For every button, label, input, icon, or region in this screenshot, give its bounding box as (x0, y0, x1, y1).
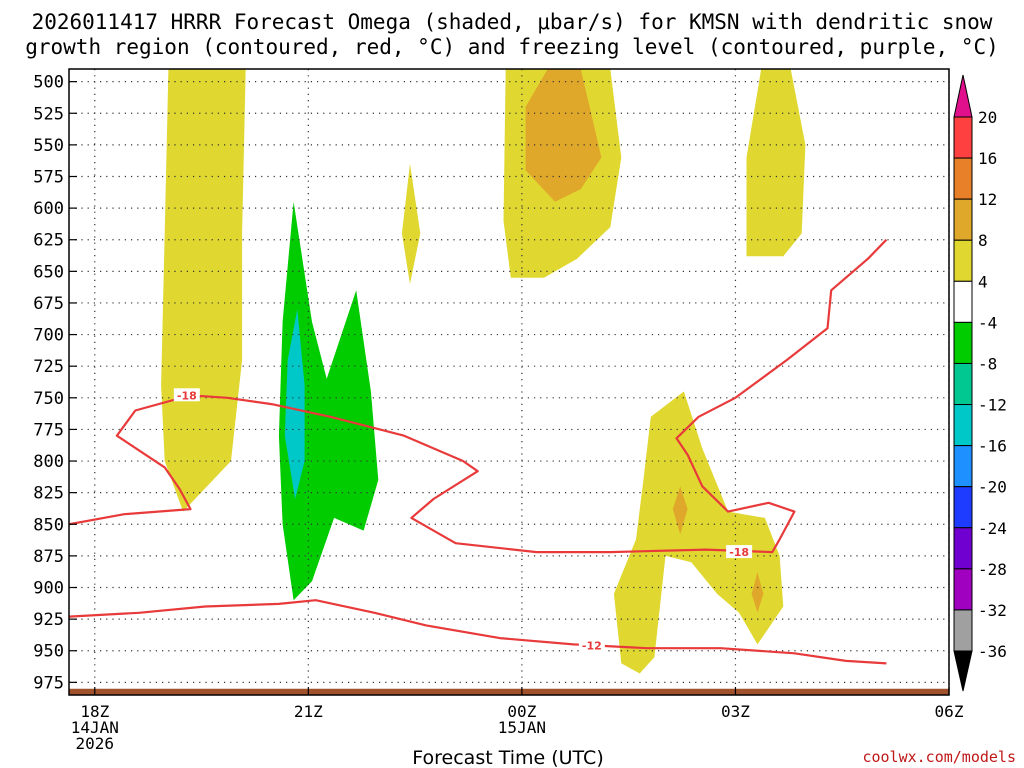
y-tick-label-525: 525 (33, 104, 64, 124)
chart-title-line1: 2026011417 HRRR Forecast Omega (shaded, … (32, 10, 993, 34)
colorbar-bin-3 (953, 239, 973, 282)
y-tick-label-925: 925 (33, 610, 64, 630)
colorbar-tick-label-3: 8 (978, 231, 988, 250)
temperature-contour-layer: -18 -18 -12 (69, 238, 888, 665)
colorbar-tick-label-8: -16 (978, 437, 1007, 456)
colorbar-tick-label-9: -20 (978, 478, 1007, 497)
colorbar-tick-label-11: -28 (978, 560, 1007, 579)
colorbar-bin-10 (953, 527, 973, 570)
colorbar-tick-label-7: -12 (978, 396, 1007, 415)
omega-region-ascent-low-06z-max-a (672, 486, 688, 535)
colorbar-top-arrow (953, 74, 973, 118)
omega-region-ascent-low-06z (613, 391, 784, 674)
contour-label-0: -18 (177, 389, 197, 402)
colorbar-bottom-arrow (953, 650, 973, 692)
x-tick-label-2-0: 00Z (507, 702, 536, 721)
y-tick-label-950: 950 (33, 642, 64, 662)
colorbar-bin-8 (953, 445, 973, 488)
y-tick-label-650: 650 (33, 262, 64, 282)
y-tick-label-550: 550 (33, 136, 64, 156)
contour-label-bg-2 (578, 638, 605, 652)
x-tick-label-1-0: 21Z (294, 702, 323, 721)
y-tick-label-825: 825 (33, 484, 64, 504)
y-tick-label-600: 600 (33, 199, 64, 219)
colorbar-tick-label-10: -24 (978, 519, 1007, 538)
colorbar-bin-5 (953, 321, 973, 364)
x-tick-label-2-1: 15JAN (498, 718, 546, 737)
x-tick-label-0-0: 18Z (80, 702, 109, 721)
contour-label-2: -12 (582, 640, 602, 653)
credit-text: coolwx.com/models (862, 748, 1016, 766)
colorbar-bin-1 (953, 157, 973, 200)
omega-region-ascent-aloft-03z-max (525, 69, 602, 202)
colorbar-tick-label-12: -32 (978, 601, 1007, 620)
y-tick-label-900: 900 (33, 579, 64, 599)
y-axis: 500 525 550 575 600 625 650 675 700 725 750 775 800 8… (33, 73, 77, 693)
y-tick-label-850: 850 (33, 515, 64, 535)
omega-region-sinking-core-21z-max (284, 309, 305, 499)
colorbar-tick-label-4: 4 (978, 272, 988, 291)
omega-shading-layer (161, 69, 806, 674)
y-tick-label-750: 750 (33, 389, 64, 409)
colorbar-bin-6 (953, 362, 973, 406)
y-tick-label-700: 700 (33, 326, 64, 346)
x-tick-label-4-0: 06Z (935, 702, 964, 721)
chart-title-line2: growth region (contoured, red, °C) and f… (25, 35, 999, 59)
plot-frame (68, 68, 950, 696)
terrain-layer (69, 688, 949, 695)
terrain-fill (69, 688, 949, 695)
contour-dgz-12-contour (69, 599, 887, 665)
colorbar-tick-label-5: -4 (978, 313, 997, 332)
colorbar-tick-label-2: 12 (978, 190, 997, 209)
y-tick-label-800: 800 (33, 452, 64, 472)
x-tick-label-3-0: 03Z (721, 702, 750, 721)
y-tick-label-775: 775 (33, 420, 64, 440)
contour-label-bg-1 (726, 545, 753, 559)
colorbar-bin-12 (953, 609, 973, 652)
omega-region-small-ascent-00z (401, 163, 421, 284)
y-tick-label-500: 500 (33, 73, 64, 93)
colorbar-tick-label-6: -8 (978, 354, 997, 373)
colorbar-bin-2 (953, 198, 973, 241)
colorbar-bin-9 (953, 486, 973, 529)
colorbar-bin-4 (953, 280, 973, 323)
colorbar-bin-7 (953, 404, 973, 447)
y-tick-label-975: 975 (33, 673, 64, 693)
colorbar-tick-label-1: 16 (978, 149, 997, 168)
y-tick-label-725: 725 (33, 357, 64, 377)
colorbar: 20 16 12 8 4 -4 -8 -12 -16 -20 -24 -28 -32 -36 (953, 74, 1007, 692)
colorbar-tick-label-0: 20 (978, 108, 997, 127)
colorbar-bin-0 (953, 116, 973, 159)
x-axis: 18Z14JAN202621Z00Z15JAN03Z06Z09Z (71, 687, 964, 753)
x-axis-label: Forecast Time (UTC) (412, 747, 603, 768)
x-tick-label-0-2: 2026 (76, 734, 115, 753)
contour-label-bg-0 (173, 388, 200, 402)
omega-region-ascent-low-06z-max-b (751, 572, 764, 613)
x-tick-label-0-1: 14JAN (71, 718, 119, 737)
y-tick-label-625: 625 (33, 231, 64, 251)
colorbar-tick-label-13: -36 (978, 642, 1007, 661)
omega-region-sinking-core-21z (278, 201, 379, 601)
y-tick-label-675: 675 (33, 294, 64, 314)
contour-dgz-18-contour (69, 238, 888, 554)
y-tick-label-575: 575 (33, 167, 64, 187)
colorbar-bin-11 (953, 568, 973, 611)
y-tick-label-875: 875 (33, 547, 64, 567)
omega-region-ascent-aloft-09z (746, 69, 806, 257)
contour-label-1: -18 (729, 546, 749, 559)
